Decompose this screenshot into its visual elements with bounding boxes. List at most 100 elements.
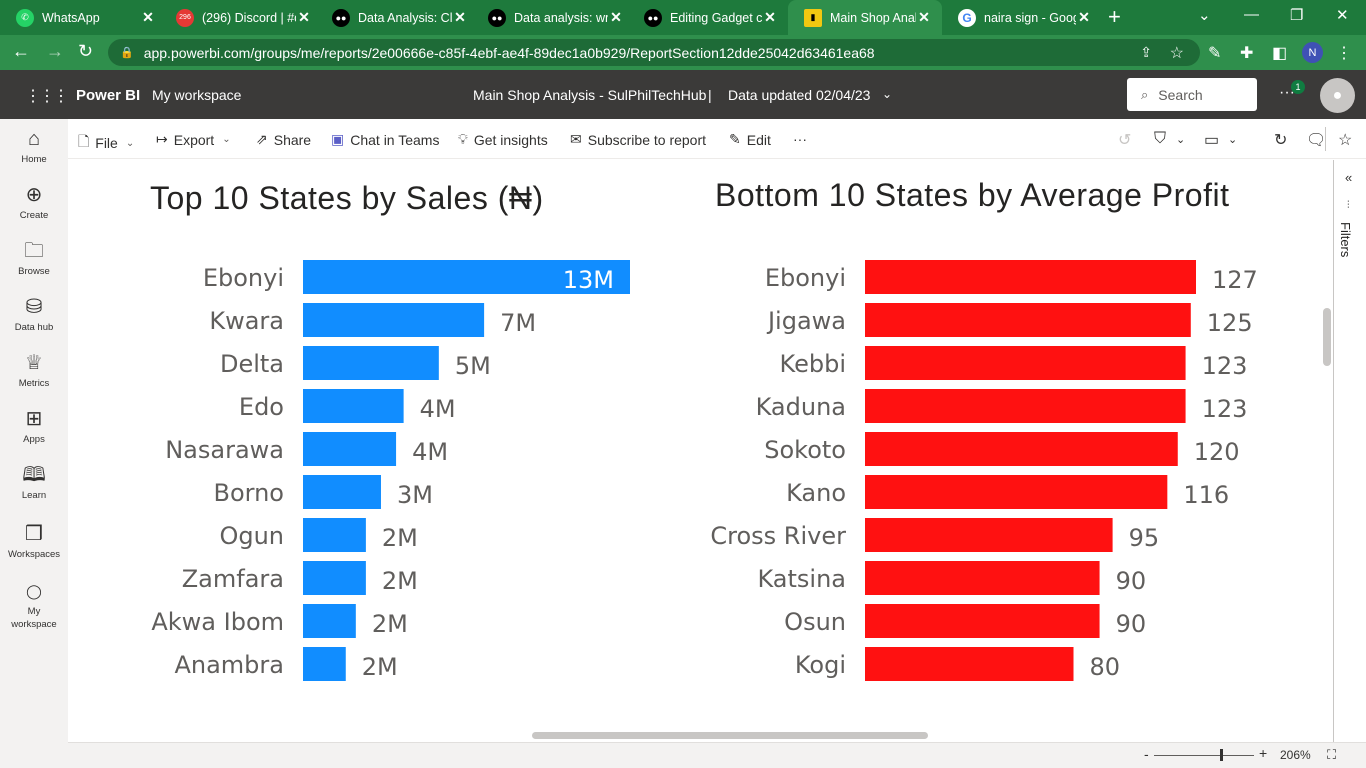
extension-pen-icon[interactable]: ✎ [1208, 45, 1222, 62]
bar[interactable] [865, 518, 1113, 552]
horizontal-scrollbar[interactable] [532, 732, 928, 739]
browser-tab-medium-1[interactable]: ●● Data Analysis: Cle ✕ [316, 0, 478, 35]
back-icon[interactable]: ← [12, 41, 30, 61]
bar[interactable] [865, 346, 1186, 380]
nav-item-metrics[interactable]: ♕ Metrics [0, 351, 68, 390]
bar[interactable] [865, 260, 1196, 294]
bookmark-star-icon[interactable]: ☆ [1169, 44, 1184, 62]
close-tab-icon[interactable]: ✕ [1078, 9, 1090, 25]
close-tab-icon[interactable]: ✕ [764, 9, 776, 25]
close-tab-icon[interactable]: ✕ [918, 9, 930, 25]
edit-button[interactable]: ✎ Edit [729, 131, 771, 148]
nav-item-workspaces[interactable]: ❒ Workspaces [0, 522, 68, 561]
collapse-icon[interactable]: « [1345, 170, 1353, 185]
bar[interactable] [303, 475, 381, 509]
zoom-slider[interactable] [1154, 755, 1254, 756]
browser-tab-medium-3[interactable]: ●● Editing Gadget c ✕ [628, 0, 788, 35]
bar[interactable] [865, 647, 1074, 681]
bar[interactable] [303, 647, 346, 681]
bar[interactable] [303, 604, 356, 638]
side-panel-icon[interactable]: ◧ [1272, 45, 1288, 62]
data-label: 116 [1183, 481, 1229, 509]
forward-icon[interactable]: → [46, 41, 64, 61]
nav-item-browse[interactable]: 🗀 Browse [0, 239, 68, 278]
chevron-down-icon[interactable]: ⌄ [1228, 134, 1238, 146]
extensions-puzzle-icon[interactable]: ✚ [1240, 45, 1254, 62]
bar[interactable] [303, 432, 397, 466]
restore-icon[interactable]: ❐ [1290, 7, 1304, 24]
reset-icon[interactable]: ↺ [1118, 132, 1132, 149]
subscribe-button[interactable]: ✉ Subscribe to report [570, 131, 707, 148]
bottom-states-profit-chart[interactable]: Ebonyi 127 Jigawa 125 Kebbi 123 Kaduna 123 Sokot… [700, 250, 1320, 690]
more-actions-button[interactable]: ··· [793, 131, 807, 147]
close-window-icon[interactable]: ✕ [1336, 7, 1349, 24]
url-field[interactable]: 🔒 app.powerbi.com/groups/me/reports/2e00… [108, 39, 1200, 66]
comment-icon[interactable]: 🗨 [1306, 132, 1327, 149]
close-tab-icon[interactable]: ✕ [454, 9, 466, 25]
refresh-icon[interactable]: ↻ [1274, 132, 1288, 149]
chevron-down-icon[interactable]: ⌄ [882, 87, 893, 101]
favorite-star-icon[interactable]: ☆ [1338, 132, 1353, 149]
nav-item-create[interactable]: ⊕ Create [0, 183, 68, 222]
nav-item-apps[interactable]: ⊞ Apps [0, 407, 68, 446]
bar[interactable] [865, 432, 1178, 466]
bar[interactable] [865, 303, 1191, 337]
browser-tab-whatsapp[interactable]: ✆ WhatsApp ✕ [0, 0, 166, 35]
browser-tab-discord[interactable]: 296 (296) Discord | #c ✕ [160, 0, 322, 35]
browser-tab-powerbi[interactable]: ▮ Main Shop Analy ✕ [788, 0, 942, 35]
powerbi-brand[interactable]: Power BI [76, 87, 141, 104]
bar[interactable] [303, 260, 630, 294]
more-options-icon[interactable]: ··· [1279, 84, 1295, 101]
bookmark-icon[interactable]: ⛉ [1154, 130, 1167, 147]
file-menu[interactable]: 🗋 File ⌄ [78, 131, 134, 155]
bar[interactable] [865, 604, 1100, 638]
browser-menu-icon[interactable]: ⋮ [1336, 45, 1352, 62]
close-tab-icon[interactable]: ✕ [610, 9, 622, 25]
chevron-down-icon[interactable]: ⌄ [1176, 134, 1186, 146]
data-updated-label[interactable]: Data updated 02/04/23 [728, 87, 871, 103]
bar[interactable] [865, 475, 1168, 509]
zoom-out-button[interactable]: - [1144, 746, 1149, 762]
get-insights-button[interactable]: 💡︎ Get insights [458, 131, 548, 148]
browser-tab-google[interactable]: G naira sign - Goog ✕ [942, 0, 1102, 35]
filters-pane[interactable]: « ⫶ Filters [1333, 160, 1366, 742]
vertical-scrollbar[interactable] [1323, 308, 1331, 366]
bar[interactable] [303, 518, 366, 552]
tab-search-chevron-icon[interactable]: ⌄ [1198, 7, 1211, 24]
new-tab-icon[interactable]: + [1108, 4, 1121, 29]
bar[interactable] [303, 346, 439, 380]
chevron-down-icon: ⌄ [125, 137, 135, 149]
fit-to-page-icon[interactable]: ⛶ [1327, 747, 1337, 762]
zoom-in-button[interactable]: + [1259, 745, 1268, 761]
share-page-icon[interactable]: ⇪ [1140, 44, 1152, 60]
bar[interactable] [865, 389, 1186, 423]
bar[interactable] [865, 561, 1100, 595]
minimize-icon[interactable]: — [1244, 6, 1259, 23]
close-tab-icon[interactable]: ✕ [142, 9, 154, 25]
export-menu[interactable]: ↦ Export ⌄ [156, 131, 231, 148]
chat-in-teams-button[interactable]: ▣ Chat in Teams [331, 131, 440, 148]
bar[interactable] [303, 303, 485, 337]
nav-item-my-workspace[interactable]: ◯ My workspace [0, 579, 68, 631]
category-label: Kwara [209, 307, 284, 335]
bar[interactable] [303, 389, 404, 423]
nav-item-learn[interactable]: 🕮 Learn [0, 463, 68, 502]
app-launcher-icon[interactable]: ⋮⋮⋮ [25, 88, 69, 105]
close-tab-icon[interactable]: ✕ [298, 9, 310, 25]
view-icon[interactable]: ▭ [1204, 132, 1220, 149]
share-button[interactable]: ⇗ Share [256, 131, 312, 148]
top-states-sales-chart[interactable]: Ebonyi 13M Kwara 7M Delta 5M Edo 4M Nasarawa 4M Bo… [140, 250, 700, 690]
search-box[interactable]: ⌕ Search [1127, 78, 1257, 111]
zoom-slider-thumb[interactable] [1220, 749, 1223, 761]
browser-profile-avatar[interactable]: N [1302, 42, 1323, 63]
workspace-breadcrumb[interactable]: My workspace [152, 87, 242, 103]
browser-tab-medium-2[interactable]: ●● Data analysis: wr ✕ [472, 0, 634, 35]
category-label: Kogi [795, 651, 846, 679]
category-label: Akwa Ibom [151, 608, 284, 636]
nav-item-home[interactable]: ⌂ Home [0, 127, 68, 166]
account-avatar[interactable]: ● [1320, 78, 1355, 113]
nav-item-data-hub[interactable]: ⛁ Data hub [0, 295, 68, 334]
export-icon: ↦ [156, 131, 168, 147]
reload-icon[interactable]: ↻ [78, 41, 94, 61]
bar[interactable] [303, 561, 366, 595]
